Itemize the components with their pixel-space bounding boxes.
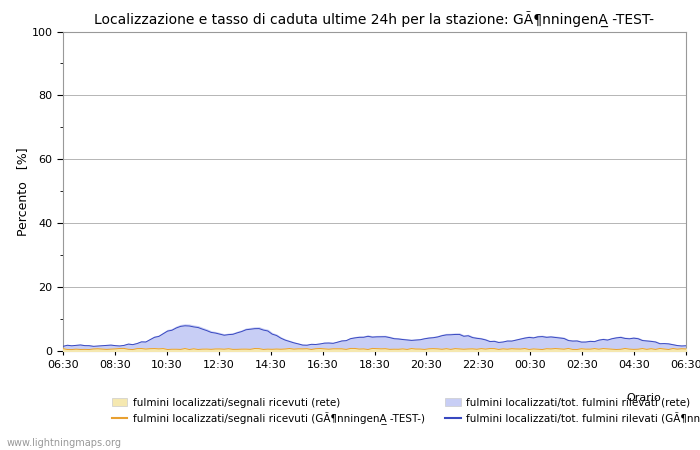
Y-axis label: Percento   [%]: Percento [%] (16, 147, 29, 235)
Legend: fulmini localizzati/segnali ricevuti (rete), fulmini localizzati/segnali ricevut: fulmini localizzati/segnali ricevuti (re… (112, 398, 700, 425)
Text: www.lightningmaps.org: www.lightningmaps.org (7, 438, 122, 448)
Text: Orario: Orario (626, 393, 662, 403)
Title: Localizzazione e tasso di caduta ultime 24h per la stazione: GÃ¶nningenA̲ -TEST-: Localizzazione e tasso di caduta ultime … (94, 12, 654, 28)
